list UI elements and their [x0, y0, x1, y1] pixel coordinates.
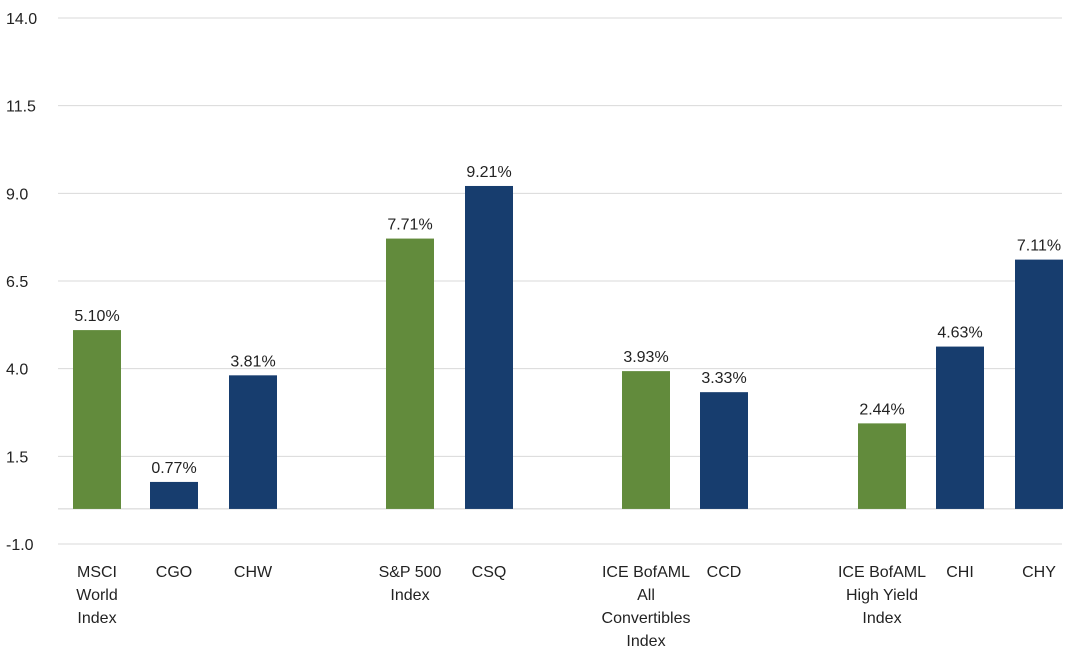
bar-ice-bofaml-high-yield-index — [858, 423, 906, 509]
data-label: 4.63% — [937, 325, 982, 342]
bars — [73, 185, 1063, 509]
bar-ice-bofaml-all-convertibles-index — [622, 371, 670, 509]
y-tick-label: 14.0 — [6, 11, 37, 28]
y-tick-label: 1.5 — [6, 449, 28, 466]
bar-s-p-500-index — [386, 238, 434, 509]
category-label: CSQ — [472, 564, 507, 581]
bar-chi — [936, 346, 984, 509]
data-label: 9.21% — [466, 164, 511, 181]
data-labels: 5.10% 0.77% 3.81% 7.71% 9.21% 3.93% 3.33% 2.44%… — [74, 164, 1061, 477]
bar-csq — [465, 185, 513, 509]
data-label: 5.10% — [74, 308, 119, 325]
category-label: ICE BofAML All Convertibles Index — [602, 564, 691, 650]
category-label: CHW — [234, 564, 273, 581]
bar-cgo — [150, 481, 198, 509]
category-label: CCD — [707, 564, 742, 581]
category-label: S&P 500 Index — [379, 564, 442, 604]
data-label: 2.44% — [859, 401, 904, 418]
y-tick-label: -1.0 — [6, 537, 34, 554]
category-labels: MSCI World Index CGO CHW S&P 500 Index CSQ ICE B… — [76, 564, 1056, 650]
data-label: 3.93% — [623, 349, 668, 366]
data-label: 0.77% — [151, 460, 196, 477]
y-axis: 14.0 11.5 9.0 6.5 4.0 1.5 -1.0 — [6, 11, 37, 554]
category-label: CGO — [156, 564, 192, 581]
category-label: ICE BofAML High Yield Index — [838, 564, 926, 627]
bar-ccd — [700, 392, 748, 509]
gridlines — [58, 17, 1062, 545]
y-tick-label: 6.5 — [6, 274, 28, 291]
data-label: 7.71% — [387, 217, 432, 234]
category-label: MSCI World Index — [76, 564, 118, 627]
data-label: 7.11% — [1017, 238, 1061, 255]
bar-chy — [1015, 259, 1063, 509]
data-label: 3.81% — [230, 353, 275, 370]
y-tick-label: 11.5 — [6, 99, 36, 116]
data-label: 3.33% — [701, 370, 746, 387]
category-label: CHY — [1022, 564, 1056, 581]
bar-msci-world-index — [73, 330, 121, 509]
y-tick-label: 4.0 — [6, 362, 28, 379]
bar-chw — [229, 375, 277, 509]
category-label: CHI — [946, 564, 974, 581]
y-tick-label: 9.0 — [6, 186, 28, 203]
